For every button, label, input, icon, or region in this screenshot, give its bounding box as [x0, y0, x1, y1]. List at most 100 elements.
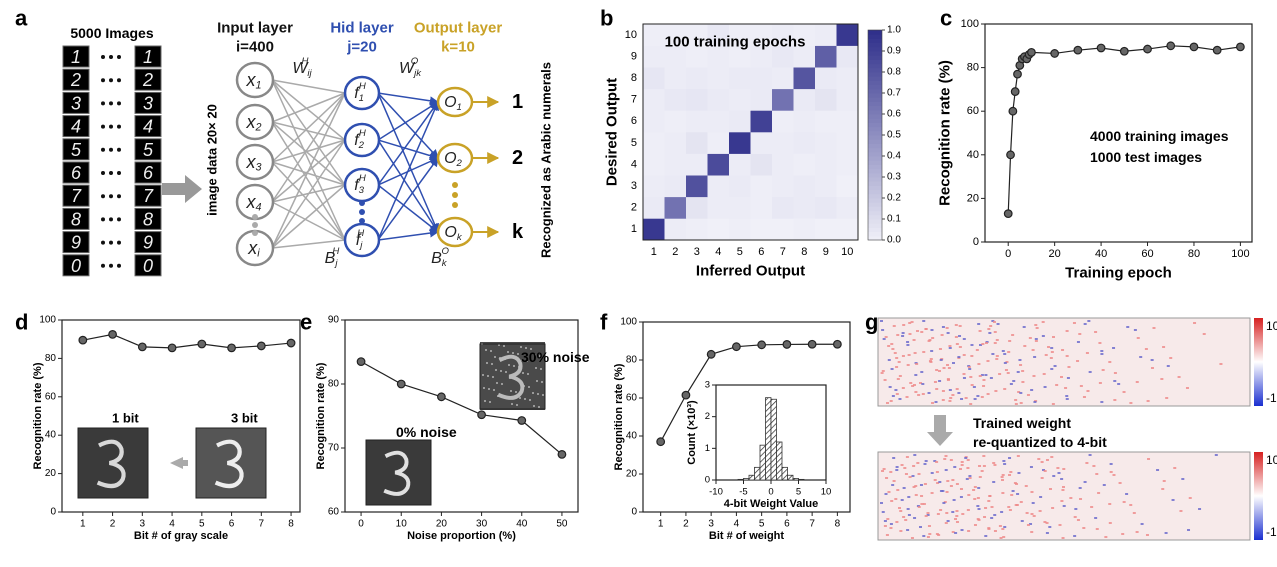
weight-pixel	[1073, 322, 1076, 324]
weight-pixel	[972, 489, 975, 491]
y-tick-label: 1	[631, 223, 637, 235]
hist-bar	[788, 475, 794, 480]
noise-speck	[538, 406, 540, 408]
heat-cell	[686, 89, 708, 111]
weight-pixel	[987, 528, 990, 530]
weight-pixel	[890, 343, 893, 345]
x-tick-label: 5	[759, 519, 765, 530]
weight-pixel	[1162, 346, 1165, 348]
colorbar-step	[868, 43, 882, 48]
weight-pixel	[955, 336, 958, 338]
noise-speck	[505, 371, 507, 373]
colorbar-step	[868, 93, 882, 98]
colorbar-label: 1.0	[887, 25, 901, 36]
weight-pixel	[982, 385, 985, 387]
digit: 7	[143, 186, 154, 206]
weight-pixel	[1057, 472, 1060, 474]
dot	[101, 55, 105, 59]
weight-pixel	[927, 536, 930, 538]
data-point	[1011, 88, 1019, 96]
weight-pixel	[1015, 403, 1018, 405]
weight-pixel	[886, 518, 889, 520]
y-axis-label: Recognition rate (%)	[315, 362, 327, 469]
weight-pixel	[977, 497, 980, 499]
weight-pixel	[948, 400, 951, 402]
digit: 1	[71, 47, 81, 67]
data-point	[1014, 70, 1022, 78]
weight-pixel	[954, 532, 957, 534]
colorbar-label: 0.8	[887, 67, 901, 78]
weight-pixel	[1110, 471, 1113, 473]
weight-pixel	[986, 360, 989, 362]
x-axis-label: Bit # of gray scale	[134, 530, 228, 542]
colorbar-label: 0.4	[887, 151, 901, 162]
heat-cell	[794, 132, 816, 154]
noise-speck	[487, 375, 489, 377]
heat-cell	[643, 197, 665, 219]
weight-pixel	[942, 326, 945, 328]
output-value: 1	[512, 91, 523, 113]
weight-pixel	[1003, 388, 1006, 390]
weight-pixel	[1012, 380, 1015, 382]
weight-pixel	[908, 514, 911, 516]
heat-cell	[708, 154, 730, 176]
x-tick-label: 2	[672, 246, 678, 258]
colorbar-step	[868, 169, 882, 174]
weight-pixel	[1062, 486, 1065, 488]
weight-pixel	[1125, 493, 1128, 495]
weight-pixel	[1036, 327, 1039, 329]
heat-cell	[729, 197, 751, 219]
weight-pixel	[1145, 348, 1148, 350]
weight-pixel	[1017, 455, 1020, 457]
weight-pixel	[894, 389, 897, 391]
hist-bar	[799, 479, 805, 480]
noise-speck	[486, 362, 488, 364]
y-axis-label: Count (×10³)	[686, 400, 698, 465]
noise-speck	[484, 400, 486, 402]
edge	[378, 93, 438, 102]
weight-pixel	[1129, 504, 1132, 506]
weight-pixel	[889, 386, 892, 388]
weight-pixel	[885, 477, 888, 479]
weight-pixel	[883, 338, 886, 340]
weight-pixel	[924, 463, 927, 465]
x-tick-label: 3	[708, 519, 714, 530]
heat-cell	[772, 197, 794, 219]
noise-speck	[507, 351, 509, 353]
weight-pixel	[946, 491, 949, 493]
weight-pixel	[921, 383, 924, 385]
weight-pixel	[1077, 341, 1080, 343]
weight-pixel	[911, 537, 914, 539]
weight-pixel	[898, 398, 901, 400]
y-tick-label: 80	[328, 379, 340, 390]
y-tick-label: 100	[620, 317, 637, 328]
noise-speck	[501, 383, 503, 385]
layer-name: Hid layer	[330, 20, 394, 37]
weight-pixel	[1163, 480, 1166, 482]
weight-pixel	[1060, 376, 1063, 378]
dot	[117, 78, 121, 82]
weight-pixel	[896, 334, 899, 336]
weight-pixel	[949, 389, 952, 391]
edge	[272, 80, 345, 93]
noise-speck	[496, 382, 498, 384]
heat-cell	[665, 110, 687, 132]
noise-speck	[511, 403, 513, 405]
colorbar-label: -10	[1266, 525, 1277, 539]
weight-pixel	[903, 487, 906, 489]
weight-pixel	[1136, 531, 1139, 533]
digit: 9	[71, 233, 81, 253]
layer-name: Input layer	[217, 20, 293, 37]
weight-pixel	[968, 475, 971, 477]
panel-label: c	[940, 6, 952, 31]
weight-pixel	[1033, 515, 1036, 517]
dot	[117, 101, 121, 105]
weight-pixel	[1147, 400, 1150, 402]
weight-pixel	[1134, 329, 1137, 331]
dot	[109, 194, 113, 198]
dot	[452, 192, 458, 198]
dot	[109, 148, 113, 152]
weight-pixel	[1050, 368, 1053, 370]
weight-pixel	[955, 510, 958, 512]
weight-pixel	[966, 478, 969, 480]
